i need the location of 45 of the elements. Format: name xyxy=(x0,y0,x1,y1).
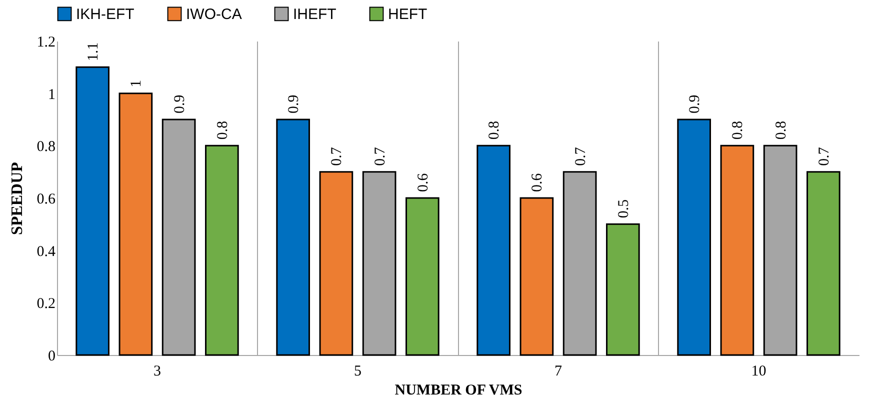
data-label: 1 xyxy=(128,80,145,88)
data-label: 0.8 xyxy=(486,120,503,140)
legend-label: HEFT xyxy=(388,6,428,23)
data-label: 0.7 xyxy=(372,146,388,166)
bar xyxy=(319,171,354,356)
data-label: 1.1 xyxy=(86,42,102,62)
bar xyxy=(520,197,554,356)
data-label: 0.7 xyxy=(572,146,589,166)
data-label: 0.8 xyxy=(214,120,231,140)
bar xyxy=(118,92,153,356)
data-label: 0.8 xyxy=(773,120,790,140)
bar xyxy=(606,223,640,356)
x-tick-label: 5 xyxy=(354,364,362,380)
data-label: 0.8 xyxy=(730,120,746,140)
x-axis-title: NUMBER OF VMS xyxy=(394,382,522,398)
data-label: 0.5 xyxy=(616,199,632,218)
bar xyxy=(76,66,110,356)
legend-label: IHEFT xyxy=(293,6,336,23)
bar xyxy=(406,197,440,356)
bar xyxy=(677,118,711,356)
data-label: 0.6 xyxy=(415,172,432,192)
x-tick-label: 10 xyxy=(751,364,766,380)
bar xyxy=(205,144,239,356)
data-label: 0.7 xyxy=(816,146,832,166)
data-label: 0.7 xyxy=(329,146,346,166)
bar xyxy=(276,118,310,356)
x-tick-label: 7 xyxy=(554,364,562,380)
bar xyxy=(806,171,840,356)
y-axis-title: SPEEDUP xyxy=(8,162,26,235)
data-label: 0.9 xyxy=(286,94,302,114)
data-label: 0.6 xyxy=(530,172,546,192)
legend-label: IWO-CA xyxy=(186,6,242,23)
y-tick-label: 0.8 xyxy=(36,139,56,156)
y-tick-label: 0 xyxy=(48,348,56,364)
x-tick-label: 3 xyxy=(154,364,161,380)
data-label: 0.9 xyxy=(172,94,188,114)
bar xyxy=(720,144,754,356)
bar xyxy=(476,144,510,356)
y-tick-label: 1 xyxy=(48,86,56,103)
y-tick-label: 0.2 xyxy=(36,296,56,312)
y-tick-label: 1.2 xyxy=(36,34,56,50)
y-tick-label: 0.4 xyxy=(36,244,56,260)
data-label: 0.9 xyxy=(687,94,704,114)
y-tick-label: 0.6 xyxy=(36,192,56,208)
legend-label: IKH-EFT xyxy=(76,6,134,23)
